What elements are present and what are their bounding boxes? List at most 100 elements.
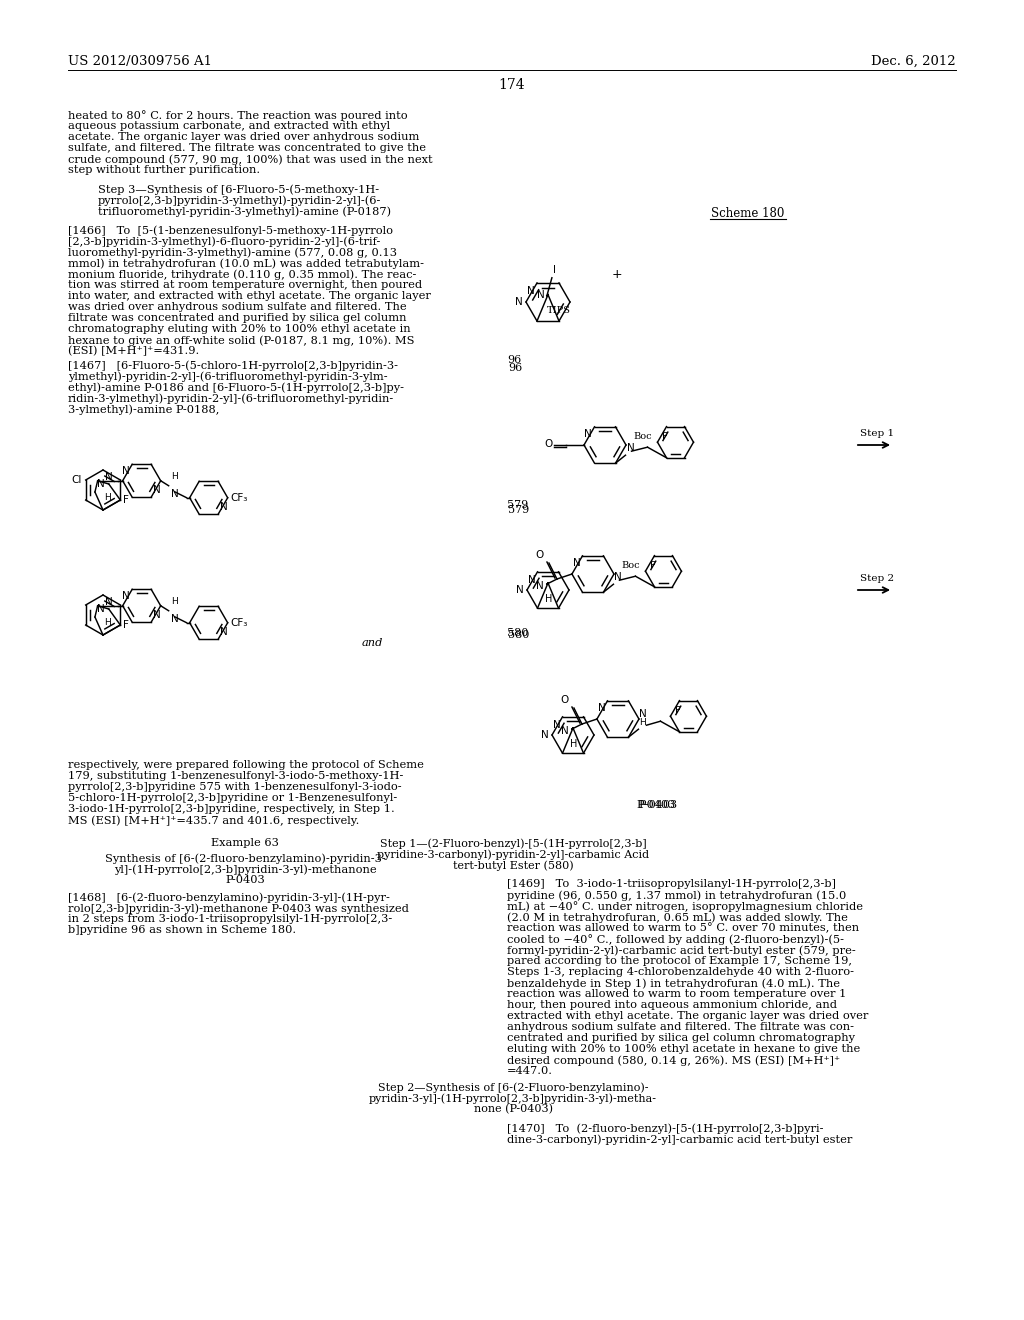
Text: US 2012/0309756 A1: US 2012/0309756 A1 xyxy=(68,55,212,69)
Text: =447.0.: =447.0. xyxy=(507,1067,553,1076)
Text: +: + xyxy=(611,268,623,281)
Text: heated to 80° C. for 2 hours. The reaction was poured into: heated to 80° C. for 2 hours. The reacti… xyxy=(68,110,408,121)
Text: N: N xyxy=(639,709,647,719)
Text: [1469]   To  3-iodo-1-triisopropylsilanyl-1H-pyrrolo[2,3-b]: [1469] To 3-iodo-1-triisopropylsilanyl-1… xyxy=(507,879,836,888)
Text: O: O xyxy=(536,550,544,560)
Text: benzaldehyde in Step 1) in tetrahydrofuran (4.0 mL). The: benzaldehyde in Step 1) in tetrahydrofur… xyxy=(507,978,840,989)
Text: (2.0 M in tetrahydrofuran, 0.65 mL) was added slowly. The: (2.0 M in tetrahydrofuran, 0.65 mL) was … xyxy=(507,912,848,923)
Text: pyrrolo[2,3-b]pyridine 575 with 1-benzenesulfonyl-3-iodo-: pyrrolo[2,3-b]pyridine 575 with 1-benzen… xyxy=(68,781,401,792)
Text: ridin-3-ylmethyl)-pyridin-2-yl]-(6-trifluoromethyl-pyridin-: ridin-3-ylmethyl)-pyridin-2-yl]-(6-trifl… xyxy=(68,393,394,404)
Text: 580: 580 xyxy=(508,630,529,640)
Text: TIPS: TIPS xyxy=(547,306,571,314)
Text: mmol) in tetrahydrofuran (10.0 mL) was added tetrabutylam-: mmol) in tetrahydrofuran (10.0 mL) was a… xyxy=(68,257,424,268)
Text: 579: 579 xyxy=(507,500,528,510)
Text: Scheme 180: Scheme 180 xyxy=(712,207,784,220)
Text: N: N xyxy=(123,466,130,477)
Text: Cl: Cl xyxy=(72,475,82,484)
Text: Example 63: Example 63 xyxy=(211,838,279,847)
Text: 3-iodo-1H-pyrrolo[2,3-b]pyridine, respectively, in Step 1.: 3-iodo-1H-pyrrolo[2,3-b]pyridine, respec… xyxy=(68,804,394,814)
Text: tert-butyl Ester (580): tert-butyl Ester (580) xyxy=(453,861,573,871)
Text: 96: 96 xyxy=(508,363,522,374)
Text: luoromethyl-pyridin-3-ylmethyl)-amine (577, 0.08 g, 0.13: luoromethyl-pyridin-3-ylmethyl)-amine (5… xyxy=(68,247,397,257)
Text: dine-3-carbonyl)-pyridin-2-yl]-carbamic acid tert-butyl ester: dine-3-carbonyl)-pyridin-2-yl]-carbamic … xyxy=(507,1134,852,1144)
Text: aqueous potassium carbonate, and extracted with ethyl: aqueous potassium carbonate, and extract… xyxy=(68,121,390,131)
Text: H: H xyxy=(546,594,553,605)
Text: N: N xyxy=(561,726,569,737)
Text: N: N xyxy=(527,286,535,296)
Text: pyridine (96, 0.550 g, 1.37 mmol) in tetrahydrofuran (15.0: pyridine (96, 0.550 g, 1.37 mmol) in tet… xyxy=(507,890,846,900)
Text: CF₃: CF₃ xyxy=(230,492,248,503)
Text: F: F xyxy=(123,495,129,506)
Text: 96: 96 xyxy=(507,355,521,366)
Text: P-0403: P-0403 xyxy=(638,800,677,810)
Text: H: H xyxy=(171,597,177,606)
Text: filtrate was concentrated and purified by silica gel column: filtrate was concentrated and purified b… xyxy=(68,313,407,323)
Text: [1467]   [6-Fluoro-5-(5-chloro-1H-pyrrolo[2,3-b]pyridin-3-: [1467] [6-Fluoro-5-(5-chloro-1H-pyrrolo[… xyxy=(68,360,398,371)
Text: [2,3-b]pyridin-3-ylmethyl)-6-fluoro-pyridin-2-yl]-(6-trif-: [2,3-b]pyridin-3-ylmethyl)-6-fluoro-pyri… xyxy=(68,236,380,247)
Text: Synthesis of [6-(2-fluoro-benzylamino)-pyridin-3-: Synthesis of [6-(2-fluoro-benzylamino)-p… xyxy=(104,853,385,863)
Text: anhydrous sodium sulfate and filtered. The filtrate was con-: anhydrous sodium sulfate and filtered. T… xyxy=(507,1022,854,1032)
Text: ylmethyl)-pyridin-2-yl]-(6-trifluoromethyl-pyridin-3-ylm-: ylmethyl)-pyridin-2-yl]-(6-trifluorometh… xyxy=(68,371,388,381)
Text: H: H xyxy=(104,618,112,627)
Text: none (P-0403): none (P-0403) xyxy=(473,1104,553,1114)
Text: 174: 174 xyxy=(499,78,525,92)
Text: N: N xyxy=(97,605,104,614)
Text: N: N xyxy=(538,289,545,300)
Text: N: N xyxy=(105,597,113,607)
Text: Step 1—(2-Fluoro-benzyl)-[5-(1H-pyrrolo[2,3-b]: Step 1—(2-Fluoro-benzyl)-[5-(1H-pyrrolo[… xyxy=(380,838,646,849)
Text: desired compound (580, 0.14 g, 26%). MS (ESI) [M+H⁺]⁺: desired compound (580, 0.14 g, 26%). MS … xyxy=(507,1055,840,1065)
Text: pyridin-3-yl]-(1H-pyrrolo[2,3-b]pyridin-3-yl)-metha-: pyridin-3-yl]-(1H-pyrrolo[2,3-b]pyridin-… xyxy=(369,1093,657,1104)
Text: was dried over anhydrous sodium sulfate and filtered. The: was dried over anhydrous sodium sulfate … xyxy=(68,302,407,312)
Text: H: H xyxy=(104,494,112,502)
Text: formyl-pyridin-2-yl)-carbamic acid tert-butyl ester (579, pre-: formyl-pyridin-2-yl)-carbamic acid tert-… xyxy=(507,945,856,956)
Text: 179, substituting 1-benzenesulfonyl-3-iodo-5-methoxy-1H-: 179, substituting 1-benzenesulfonyl-3-io… xyxy=(68,771,403,781)
Text: (ESI) [M+H⁺]⁺=431.9.: (ESI) [M+H⁺]⁺=431.9. xyxy=(68,346,200,356)
Text: eluting with 20% to 100% ethyl acetate in hexane to give the: eluting with 20% to 100% ethyl acetate i… xyxy=(507,1044,860,1053)
Text: b]pyridine 96 as shown in Scheme 180.: b]pyridine 96 as shown in Scheme 180. xyxy=(68,925,296,935)
Text: N: N xyxy=(97,479,104,488)
Text: chromatography eluting with 20% to 100% ethyl acetate in: chromatography eluting with 20% to 100% … xyxy=(68,323,411,334)
Text: Step 2: Step 2 xyxy=(860,574,894,583)
Text: trifluoromethyl-pyridin-3-ylmethyl)-amine (P-0187): trifluoromethyl-pyridin-3-ylmethyl)-amin… xyxy=(98,206,391,216)
Text: Step 2—Synthesis of [6-(2-Fluoro-benzylamino)-: Step 2—Synthesis of [6-(2-Fluoro-benzyla… xyxy=(378,1082,648,1093)
Text: Boc: Boc xyxy=(634,432,652,441)
Text: and: and xyxy=(362,638,383,648)
Text: H: H xyxy=(171,471,177,480)
Text: respectively, were prepared following the protocol of Scheme: respectively, were prepared following th… xyxy=(68,760,424,770)
Text: yl]-(1H-pyrrolo[2,3-b]pyridin-3-yl)-methanone: yl]-(1H-pyrrolo[2,3-b]pyridin-3-yl)-meth… xyxy=(114,865,376,875)
Text: CF₃: CF₃ xyxy=(230,618,248,628)
Text: Dec. 6, 2012: Dec. 6, 2012 xyxy=(871,55,956,69)
Text: N: N xyxy=(154,486,161,495)
Text: reaction was allowed to warm to room temperature over 1: reaction was allowed to warm to room tem… xyxy=(507,989,847,999)
Text: F: F xyxy=(662,432,668,442)
Text: P-0403: P-0403 xyxy=(225,875,265,884)
Text: [1468]   [6-(2-fluoro-benzylamino)-pyridin-3-yl]-(1H-pyr-: [1468] [6-(2-fluoro-benzylamino)-pyridin… xyxy=(68,892,390,903)
Text: N: N xyxy=(572,558,581,568)
Text: F: F xyxy=(123,620,129,630)
Text: rolo[2,3-b]pyridin-3-yl)-methanone P-0403 was synthesized: rolo[2,3-b]pyridin-3-yl)-methanone P-040… xyxy=(68,903,409,913)
Text: in 2 steps from 3-iodo-1-triisopropylsilyl-1H-pyrrolo[2,3-: in 2 steps from 3-iodo-1-triisopropylsil… xyxy=(68,913,392,924)
Text: N: N xyxy=(515,297,523,308)
Text: N: N xyxy=(542,730,549,741)
Text: pared according to the protocol of Example 17, Scheme 19,: pared according to the protocol of Examp… xyxy=(507,956,852,966)
Text: MS (ESI) [M+H⁺]⁺=435.7 and 401.6, respectively.: MS (ESI) [M+H⁺]⁺=435.7 and 401.6, respec… xyxy=(68,814,359,825)
Text: pyrrolo[2,3-b]pyridin-3-ylmethyl)-pyridin-2-yl]-(6-: pyrrolo[2,3-b]pyridin-3-ylmethyl)-pyridi… xyxy=(98,195,381,206)
Text: O: O xyxy=(561,696,569,705)
Text: 3-ylmethyl)-amine P-0188,: 3-ylmethyl)-amine P-0188, xyxy=(68,404,219,414)
Text: cooled to −40° C., followed by adding (2-fluoro-benzyl)-(5-: cooled to −40° C., followed by adding (2… xyxy=(507,935,844,945)
Text: mL) at −40° C. under nitrogen, isopropylmagnesium chloride: mL) at −40° C. under nitrogen, isopropyl… xyxy=(507,902,863,912)
Text: N: N xyxy=(537,581,544,591)
Text: N: N xyxy=(123,591,130,602)
Text: I: I xyxy=(553,265,556,275)
Text: N: N xyxy=(220,502,228,512)
Text: F: F xyxy=(649,561,655,570)
Text: H: H xyxy=(639,718,646,727)
Text: N: N xyxy=(171,614,178,624)
Text: sulfate, and filtered. The filtrate was concentrated to give the: sulfate, and filtered. The filtrate was … xyxy=(68,143,426,153)
Text: Step 3—Synthesis of [6-Fluoro-5-(5-methoxy-1H-: Step 3—Synthesis of [6-Fluoro-5-(5-metho… xyxy=(98,183,379,194)
Text: N: N xyxy=(598,702,605,713)
Text: reaction was allowed to warm to 5° C. over 70 minutes, then: reaction was allowed to warm to 5° C. ov… xyxy=(507,923,859,933)
Text: 580: 580 xyxy=(507,628,528,638)
Text: N: N xyxy=(154,610,161,620)
Text: N: N xyxy=(614,573,623,582)
